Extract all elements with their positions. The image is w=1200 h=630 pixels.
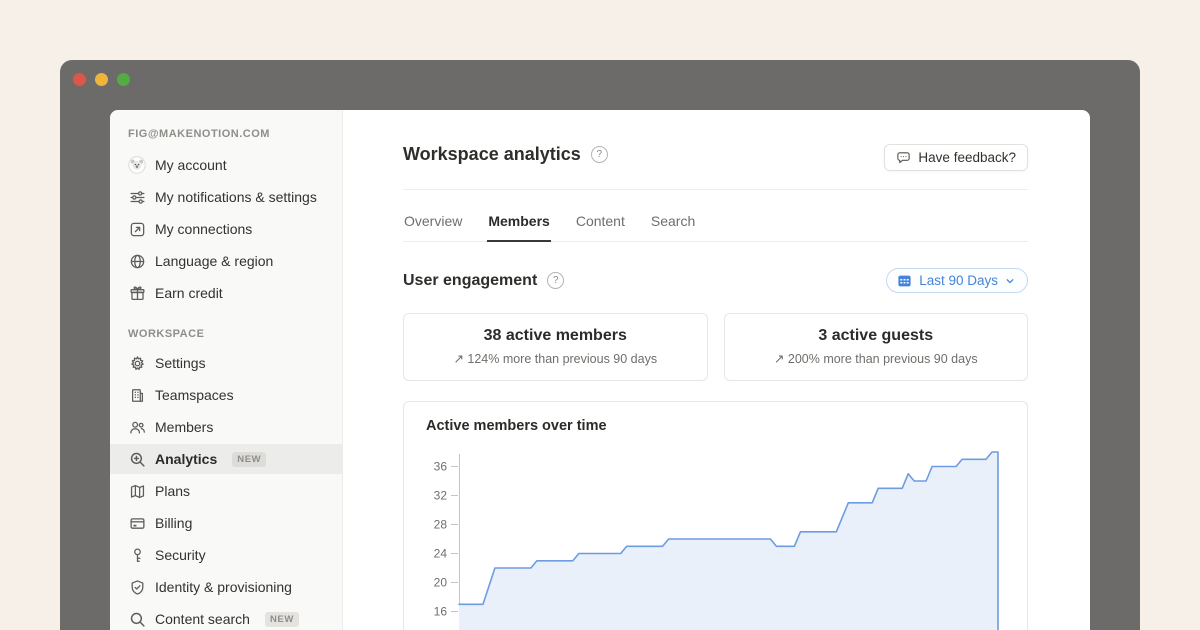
sidebar-item-plans[interactable]: Plans (126, 476, 328, 506)
sidebar-item-my-connections[interactable]: My connections (126, 214, 328, 244)
svg-text:20: 20 (434, 576, 448, 590)
sidebar-item-label: Plans (155, 481, 190, 501)
sidebar-item-label: Billing (155, 513, 192, 533)
map-icon (128, 482, 146, 500)
trend-up-icon: ↗ (774, 352, 784, 366)
account-email-header: FIG@MAKENOTION.COM (128, 128, 328, 140)
date-range-button[interactable]: Last 90 Days (886, 268, 1028, 293)
analytics-main-panel: Workspace analytics ? Have feedback? Ove… (343, 110, 1090, 630)
svg-text:28: 28 (434, 518, 448, 532)
sidebar-item-members[interactable]: Members (126, 412, 328, 442)
sidebar-item-content-search[interactable]: Content search NEW (126, 604, 328, 630)
sidebar-item-teamspaces[interactable]: Teamspaces (126, 380, 328, 410)
header-divider (403, 189, 1028, 190)
tab-content[interactable]: Content (575, 202, 626, 241)
screenshot-canvas: FIG@MAKENOTION.COM My account My notific… (0, 0, 1200, 630)
arrow-up-right-box-icon (128, 220, 146, 238)
close-window-button[interactable] (73, 73, 86, 86)
zoom-in-magnifier-icon (128, 450, 146, 468)
zoom-window-button[interactable] (117, 73, 130, 86)
sliders-icon (128, 188, 146, 206)
sidebar-item-language-region[interactable]: Language & region (126, 246, 328, 276)
svg-text:36: 36 (434, 460, 448, 474)
sidebar-item-label: My connections (155, 219, 252, 239)
tab-overview[interactable]: Overview (403, 202, 463, 241)
svg-text:32: 32 (434, 489, 448, 503)
sidebar-item-label: Analytics (155, 449, 217, 469)
sidebar-item-label: Security (155, 545, 206, 565)
chevron-down-icon (1005, 276, 1015, 286)
globe-icon (128, 252, 146, 270)
sidebar-item-label: Language & region (155, 251, 273, 271)
workspace-section-header: WORKSPACE (128, 328, 328, 340)
settings-sidebar: FIG@MAKENOTION.COM My account My notific… (110, 110, 343, 630)
credit-card-icon (128, 514, 146, 532)
sidebar-item-my-account[interactable]: My account (126, 150, 328, 180)
active-members-chart-card: Active members over time 16 20 24 28 32 36 (403, 401, 1028, 630)
sidebar-item-billing[interactable]: Billing (126, 508, 328, 538)
new-badge: NEW (232, 452, 266, 467)
active-members-card: 38 active members ↗ 124% more than previ… (403, 313, 708, 381)
page-title: Workspace analytics ? (403, 144, 608, 165)
active-guests-delta: ↗ 200% more than previous 90 days (735, 351, 1018, 366)
sidebar-item-label: Members (155, 417, 213, 437)
sidebar-item-label: Content search (155, 609, 250, 629)
chart-title: Active members over time (404, 418, 1027, 434)
minimize-window-button[interactable] (95, 73, 108, 86)
window-controls (73, 73, 130, 86)
shield-check-icon (128, 578, 146, 596)
sidebar-item-security[interactable]: Security (126, 540, 328, 570)
sidebar-item-label: Earn credit (155, 283, 223, 303)
app-window: FIG@MAKENOTION.COM My account My notific… (60, 60, 1140, 630)
key-icon (128, 546, 146, 564)
sidebar-item-label: My notifications & settings (155, 187, 317, 207)
trend-up-icon: ↗ (453, 352, 463, 366)
svg-text:16: 16 (434, 605, 448, 619)
help-icon[interactable]: ? (591, 146, 608, 163)
building-icon (128, 386, 146, 404)
svg-text:24: 24 (434, 547, 448, 561)
sidebar-item-analytics[interactable]: Analytics NEW (110, 444, 342, 474)
help-icon[interactable]: ? (547, 272, 564, 289)
sidebar-item-label: My account (155, 155, 227, 175)
calendar-icon (897, 273, 912, 288)
sidebar-item-settings[interactable]: Settings (126, 348, 328, 378)
active-members-delta: ↗ 124% more than previous 90 days (414, 351, 697, 366)
active-members-value: 38 active members (414, 327, 697, 345)
tab-search[interactable]: Search (650, 202, 696, 241)
sidebar-item-label: Identity & provisioning (155, 577, 292, 597)
active-guests-value: 3 active guests (735, 327, 1018, 345)
gear-icon (128, 354, 146, 372)
stat-cards: 38 active members ↗ 124% more than previ… (403, 313, 1028, 381)
settings-modal: FIG@MAKENOTION.COM My account My notific… (110, 110, 1090, 630)
koala-avatar-icon (128, 156, 146, 174)
have-feedback-button[interactable]: Have feedback? (884, 144, 1028, 171)
feedback-bubble-icon (896, 150, 911, 165)
magnifier-icon (128, 610, 146, 628)
members-over-time-chart: 16 20 24 28 32 36 (404, 446, 1028, 630)
user-engagement-heading: User engagement ? (403, 272, 564, 290)
new-badge: NEW (265, 612, 299, 627)
analytics-tabs: Overview Members Content Search (403, 202, 1028, 242)
people-icon (128, 418, 146, 436)
tab-members[interactable]: Members (487, 202, 550, 242)
sidebar-item-notifications-settings[interactable]: My notifications & settings (126, 182, 328, 212)
active-guests-card: 3 active guests ↗ 200% more than previou… (724, 313, 1029, 381)
sidebar-item-identity-provisioning[interactable]: Identity & provisioning (126, 572, 328, 602)
gift-icon (128, 284, 146, 302)
sidebar-item-label: Teamspaces (155, 385, 234, 405)
sidebar-item-label: Settings (155, 353, 206, 373)
sidebar-item-earn-credit[interactable]: Earn credit (126, 278, 328, 308)
